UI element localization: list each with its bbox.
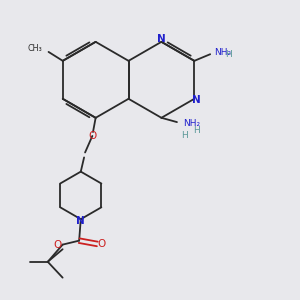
Text: H: H <box>181 131 188 140</box>
Text: N: N <box>192 95 200 106</box>
Text: CH₃: CH₃ <box>27 44 42 53</box>
Text: NH₂: NH₂ <box>214 48 231 57</box>
Text: H: H <box>193 126 200 135</box>
Text: H: H <box>226 50 232 59</box>
Text: O: O <box>54 240 62 250</box>
Text: NH₂: NH₂ <box>183 119 200 128</box>
Text: O: O <box>88 131 97 141</box>
Text: N: N <box>76 216 85 226</box>
Text: N: N <box>157 34 166 44</box>
Text: O: O <box>97 239 105 249</box>
